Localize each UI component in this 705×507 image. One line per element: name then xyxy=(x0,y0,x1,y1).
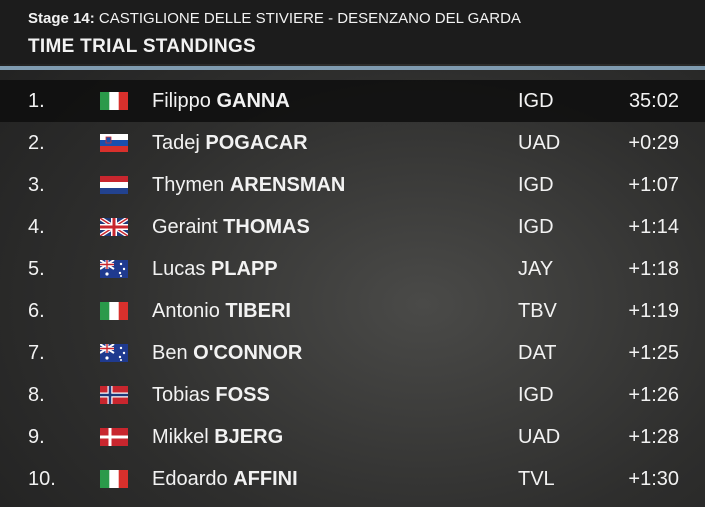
flag-icon xyxy=(100,176,128,194)
time: +1:19 xyxy=(628,300,679,322)
last-name: FOSS xyxy=(215,384,270,406)
rank: 7. xyxy=(28,342,45,364)
rider-name: Ben O'CONNOR xyxy=(152,342,302,365)
rider-name: Antonio TIBERI xyxy=(152,300,291,323)
standings-row: 5. Lucas PLAPP JAY +1:18 xyxy=(0,248,705,290)
team: UAD xyxy=(518,132,561,154)
last-name: POGACAR xyxy=(205,132,308,154)
team: IGD xyxy=(518,174,554,196)
team: TVL xyxy=(518,468,555,490)
time: +1:28 xyxy=(628,426,679,448)
last-name: BJERG xyxy=(214,426,284,448)
rank: 9. xyxy=(28,426,45,448)
last-name: PLAPP xyxy=(210,258,278,280)
rider-name: Tobias FOSS xyxy=(152,384,270,407)
rider-name: Filippo GANNA xyxy=(152,90,290,113)
team: IGD xyxy=(518,384,554,406)
rider-name: Lucas PLAPP xyxy=(152,258,278,281)
rider-name: Edoardo AFFINI xyxy=(152,468,298,491)
first-name: Thymen xyxy=(152,174,225,196)
rider-name: Thymen ARENSMAN xyxy=(152,174,345,197)
standings-row: 4. Geraint THOMAS IGD +1:14 xyxy=(0,206,705,248)
flag-icon xyxy=(100,344,128,362)
rank: 5. xyxy=(28,258,45,280)
flag-icon xyxy=(100,218,128,236)
team: JAY xyxy=(518,258,554,280)
team: IGD xyxy=(518,216,554,238)
standings-row: 3. Thymen ARENSMAN IGD +1:07 xyxy=(0,164,705,206)
time: +1:30 xyxy=(628,468,679,490)
flag-icon xyxy=(100,260,128,278)
rank: 2. xyxy=(28,132,45,154)
time: +1:07 xyxy=(628,174,679,196)
first-name: Mikkel xyxy=(152,426,209,448)
last-name: TIBERI xyxy=(225,300,291,322)
time: 35:02 xyxy=(628,90,679,112)
time: +0:29 xyxy=(628,132,679,154)
first-name: Filippo xyxy=(152,90,211,112)
time: +1:26 xyxy=(628,384,679,406)
time: +1:18 xyxy=(628,258,679,280)
rank: 1. xyxy=(28,90,45,112)
standings-row: 6. Antonio TIBERI TBV +1:19 xyxy=(0,290,705,332)
standings-row: 9. Mikkel BJERG UAD +1:28 xyxy=(0,416,705,458)
standings-table: 1. Filippo GANNA IGD 35:02 2. Tadej POGACAR UA… xyxy=(0,80,705,500)
first-name: Edoardo xyxy=(152,468,228,490)
first-name: Geraint xyxy=(152,216,218,238)
first-name: Tobias xyxy=(152,384,210,406)
standings-row: 8. Tobias FOSS IGD +1:26 xyxy=(0,374,705,416)
rank: 10. xyxy=(28,468,56,490)
route: CASTIGLIONE DELLE STIVIERE - DESENZANO D… xyxy=(98,10,521,27)
last-name: GANNA xyxy=(216,90,290,112)
flag-icon xyxy=(100,428,128,446)
divider xyxy=(0,66,705,70)
rank: 8. xyxy=(28,384,45,406)
time: +1:14 xyxy=(628,216,679,238)
team: DAT xyxy=(518,342,557,364)
standings-row: 10. Edoardo AFFINI TVL +1:30 xyxy=(0,458,705,500)
rider-name: Tadej POGACAR xyxy=(152,132,308,155)
first-name: Ben xyxy=(152,342,188,364)
last-name: THOMAS xyxy=(223,216,310,238)
first-name: Antonio xyxy=(152,300,220,322)
rank: 3. xyxy=(28,174,45,196)
flag-icon xyxy=(100,134,128,152)
standings-row: 7. Ben O'CONNOR DAT +1:25 xyxy=(0,332,705,374)
stage-label: Stage 14: xyxy=(28,10,95,27)
last-name: AFFINI xyxy=(233,468,298,490)
flag-icon xyxy=(100,470,128,488)
rank: 4. xyxy=(28,216,45,238)
team: IGD xyxy=(518,90,554,112)
rank: 6. xyxy=(28,300,45,322)
flag-icon xyxy=(100,302,128,320)
last-name: ARENSMAN xyxy=(229,174,346,196)
flag-icon xyxy=(100,386,128,404)
time: +1:25 xyxy=(628,342,679,364)
title: TIME TRIAL STANDINGS xyxy=(28,36,257,57)
team: UAD xyxy=(518,426,561,448)
subtitle: Stage 14: CASTIGLIONE DELLE STIVIERE - D… xyxy=(28,10,521,27)
first-name: Lucas xyxy=(152,258,206,280)
team: TBV xyxy=(518,300,557,322)
header: Stage 14: CASTIGLIONE DELLE STIVIERE - D… xyxy=(0,0,705,64)
last-name: O'CONNOR xyxy=(193,342,303,364)
standings-row: 2. Tadej POGACAR UAD +0:29 xyxy=(0,122,705,164)
flag-icon xyxy=(100,92,128,110)
rider-name: Mikkel BJERG xyxy=(152,426,283,449)
first-name: Tadej xyxy=(152,132,200,154)
rider-name: Geraint THOMAS xyxy=(152,216,310,239)
standings-row: 1. Filippo GANNA IGD 35:02 xyxy=(0,80,705,122)
